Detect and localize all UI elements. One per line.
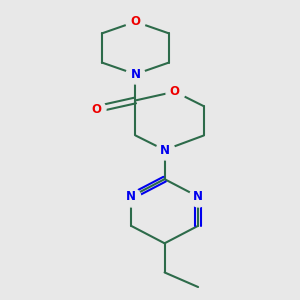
Text: O: O	[130, 15, 140, 28]
Text: O: O	[170, 85, 180, 98]
Text: O: O	[91, 103, 101, 116]
Text: N: N	[160, 143, 170, 157]
Text: N: N	[193, 190, 203, 203]
Text: N: N	[126, 190, 136, 203]
Text: N: N	[130, 68, 140, 81]
